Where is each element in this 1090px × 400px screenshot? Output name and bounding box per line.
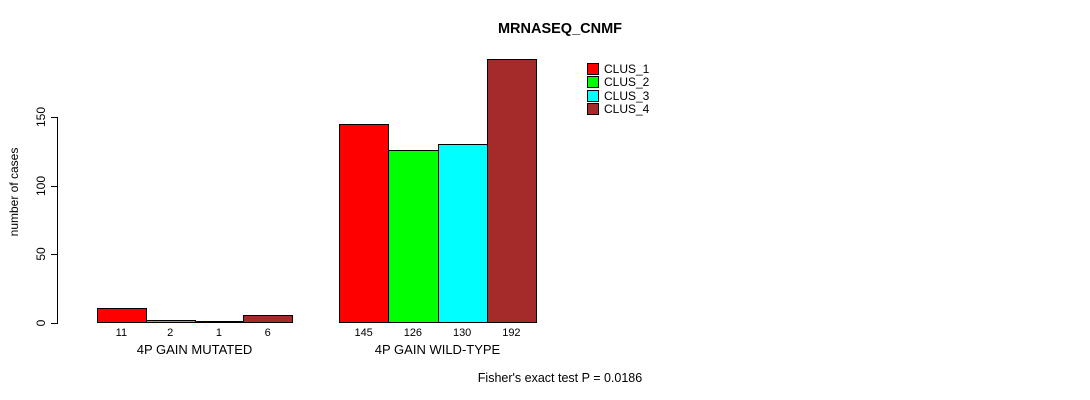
bar-clus_2-group1	[145, 320, 196, 323]
y-tick-label: 150	[34, 106, 48, 128]
bar-value-label: 11	[115, 327, 128, 339]
chart-title: MRNASEQ_CNMF	[497, 21, 623, 37]
y-tick	[51, 254, 57, 256]
bar-value-label: 126	[403, 327, 423, 339]
y-tick-label: 0	[34, 319, 48, 327]
bar-clus_4-group2	[486, 59, 537, 323]
bar-value-label: 2	[167, 327, 174, 339]
y-tick	[51, 323, 57, 324]
legend: CLUS_1 CLUS_2 CLUS_3 CLUS_4	[587, 61, 650, 117]
bar-value-label: 130	[452, 327, 472, 339]
legend-label: CLUS_3	[604, 88, 650, 103]
bar-value-label: 6	[264, 327, 271, 339]
bar-value-label: 145	[354, 327, 373, 339]
y-tick-label: 100	[34, 175, 48, 196]
legend-swatch	[587, 103, 599, 115]
legend-item: CLUS_1	[587, 61, 650, 76]
legend-swatch	[587, 76, 599, 88]
stat-annotation: Fisher's exact test P = 0.0186	[477, 371, 643, 385]
bar-clus_1-group1	[97, 307, 147, 323]
legend-item: CLUS_3	[587, 88, 650, 103]
x-group-label: 4P GAIN MUTATED	[136, 342, 253, 357]
legend-label: CLUS_4	[604, 102, 650, 116]
legend-item: CLUS_2	[587, 75, 650, 89]
legend-swatch	[587, 89, 599, 102]
bar-clus_4-group1	[243, 314, 293, 323]
x-group-label: 4P GAIN WILD-TYPE	[374, 342, 501, 357]
legend-label: CLUS_2	[604, 75, 650, 89]
bar-value-label: 1	[215, 327, 222, 339]
y-tick	[51, 117, 57, 118]
y-tick	[51, 185, 57, 187]
bar-clus_2-group2	[388, 149, 439, 323]
bar-value-label: 192	[502, 327, 521, 339]
legend-swatch	[587, 62, 599, 75]
legend-item: CLUS_4	[587, 102, 650, 116]
bar-clus_3-group2	[437, 144, 488, 323]
legend-label: CLUS_1	[604, 61, 650, 76]
y-axis-label: number of cases	[7, 147, 21, 237]
y-axis-line	[57, 117, 58, 324]
bar-clus_1-group2	[339, 123, 390, 323]
y-tick-label: 50	[34, 247, 48, 262]
bar-clus_3-group1	[194, 321, 245, 323]
